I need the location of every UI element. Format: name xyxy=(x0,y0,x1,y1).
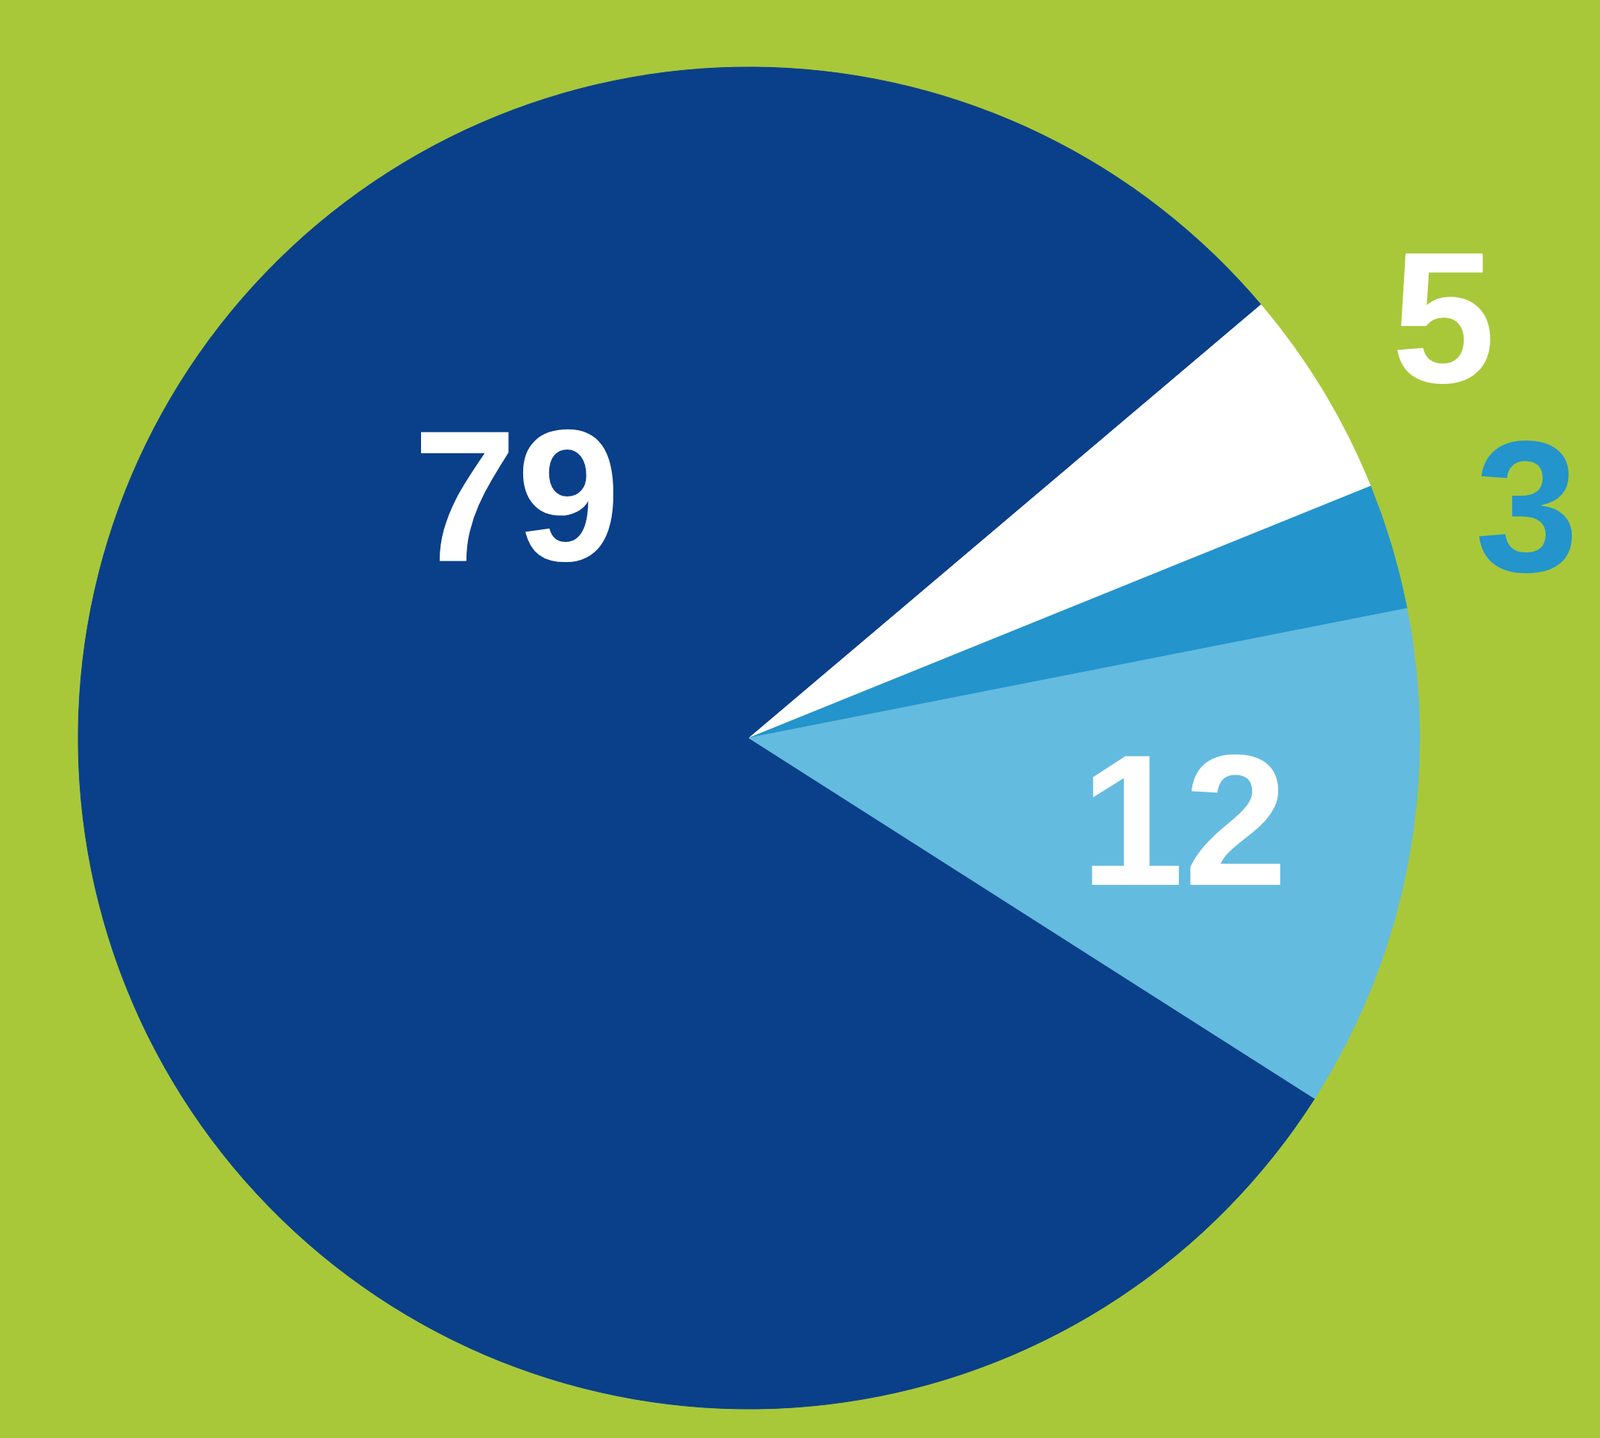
svg-text:12: 12 xyxy=(1080,716,1288,925)
svg-text:5: 5 xyxy=(1392,213,1496,422)
svg-text:79: 79 xyxy=(412,391,621,600)
svg-text:3: 3 xyxy=(1474,402,1579,611)
